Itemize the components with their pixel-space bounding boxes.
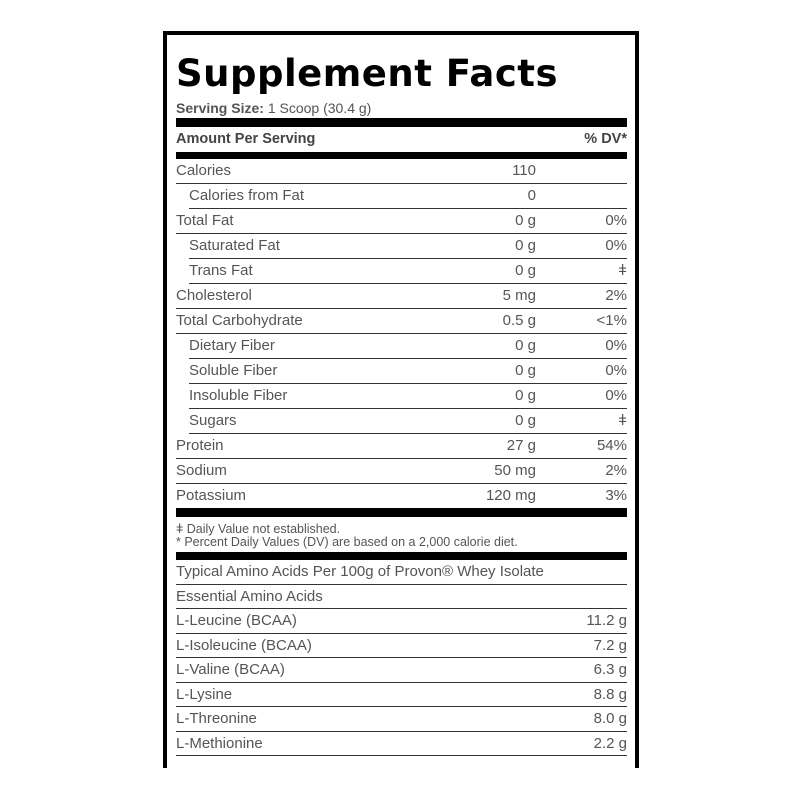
nutrient-row: Total Carbohydrate 0.5 g <1%: [176, 309, 627, 334]
thick-divider: [176, 552, 627, 560]
nutrient-amount: 0 g: [515, 262, 536, 279]
amino-row: L-Valine (BCAA) 6.3 g: [176, 658, 627, 683]
nutrient-amount: 0: [527, 187, 536, 204]
nutrient-amount: 0 g: [515, 212, 536, 229]
amino-row: L-Lysine 8.8 g: [176, 683, 627, 707]
nutrient-amount: 50 mg: [494, 462, 536, 479]
nutrient-row: Protein 27 g 54%: [176, 434, 627, 459]
amino-amount: 8.8 g: [593, 685, 627, 703]
nutrient-dv: 2%: [605, 462, 627, 479]
amino-amount: 6.3 g: [593, 661, 627, 678]
serving-size: Serving Size: 1 Scoop (30.4 g): [176, 98, 627, 118]
nutrient-name: Total Carbohydrate: [176, 312, 303, 329]
amino-amount: 8.0 g: [593, 710, 627, 727]
amino-name: L-Leucine (BCAA): [176, 612, 297, 629]
nutrient-amount: 0.5 g: [502, 312, 536, 329]
label-title: Supplement Facts: [176, 52, 559, 95]
nutrient-list: Calories 110 Calories from Fat 0 Total Fat 0 …: [176, 159, 627, 508]
footnotes: ǂ Daily Value not established. * Percent…: [176, 517, 627, 552]
thick-divider: [176, 508, 627, 517]
serving-size-value: 1 Scoop (30.4 g): [267, 100, 372, 116]
nutrient-row: Total Fat 0 g 0%: [176, 209, 627, 234]
nutrient-row: Calories 110: [176, 159, 627, 184]
nutrient-name: Calories: [176, 162, 232, 179]
nutrient-name: Soluble Fiber: [189, 362, 278, 379]
amino-list: L-Leucine (BCAA) 11.2 g L-Isoleucine (BCAA…: [176, 609, 627, 756]
nutrient-name: Calories from Fat: [189, 187, 305, 204]
footnote-not-established: ǂ Daily Value not established.: [176, 522, 341, 536]
amino-name: L-Threonine: [176, 710, 257, 727]
nutrient-amount: 0 g: [515, 237, 536, 254]
nutrient-amount: 120 mg: [485, 487, 536, 504]
nutrient-row: Dietary Fiber 0 g 0%: [189, 334, 627, 359]
nutrient-name: Insoluble Fiber: [189, 387, 288, 404]
amino-heading: Typical Amino Acids Per 100g of Provon® …: [176, 560, 627, 585]
nutrient-row: Trans Fat 0 g ǂ: [189, 259, 627, 284]
nutrient-name: Dietary Fiber: [189, 337, 275, 354]
nutrient-dv: 54%: [596, 437, 627, 454]
amino-name: L-Isoleucine (BCAA): [176, 636, 312, 654]
amino-row: L-Methionine 2.2 g: [176, 732, 627, 756]
nutrient-amount: 27 g: [506, 437, 536, 454]
nutrient-amount: 110: [512, 162, 536, 179]
amino-subheading: Essential Amino Acids: [176, 585, 627, 609]
nutrient-row: Sodium 50 mg 2%: [176, 459, 627, 484]
footnote-daily-values: * Percent Daily Values (DV) are based on…: [176, 535, 518, 549]
thick-divider: [176, 118, 627, 127]
nutrient-amount: 0 g: [515, 412, 536, 429]
nutrient-row: Insoluble Fiber 0 g 0%: [189, 384, 627, 409]
nutrient-dv: 0%: [605, 362, 627, 379]
amount-header: Amount Per Serving % DV*: [176, 127, 627, 152]
nutrient-dv: 0%: [605, 337, 627, 354]
amino-row: L-Isoleucine (BCAA) 7.2 g: [176, 634, 627, 658]
nutrient-name: Protein: [176, 437, 224, 454]
amino-row: L-Threonine 8.0 g: [176, 707, 627, 732]
nutrient-name: Total Fat: [176, 212, 234, 229]
nutrient-row: Soluble Fiber 0 g 0%: [189, 359, 627, 384]
nutrient-dv: ǂ: [618, 262, 627, 279]
nutrient-dv: 0%: [605, 237, 627, 254]
nutrient-dv: 0%: [605, 212, 627, 229]
nutrient-row: Saturated Fat 0 g 0%: [189, 234, 627, 259]
amino-name: L-Lysine: [176, 685, 233, 703]
nutrient-row: Sugars 0 g ǂ: [189, 409, 627, 434]
amino-row: L-Leucine (BCAA) 11.2 g: [176, 609, 627, 634]
dv-header: % DV*: [584, 131, 627, 147]
amino-amount: 7.2 g: [593, 636, 627, 654]
amount-per-serving-label: Amount Per Serving: [176, 131, 316, 147]
nutrient-row: Potassium 120 mg 3%: [176, 484, 627, 508]
nutrient-dv: <1%: [596, 312, 627, 329]
nutrient-dv: 3%: [605, 487, 627, 504]
nutrient-name: Sodium: [176, 462, 227, 479]
thick-divider: [176, 152, 627, 159]
nutrient-dv: ǂ: [618, 412, 627, 429]
amino-name: L-Methionine: [176, 734, 263, 752]
serving-size-label: Serving Size:: [176, 100, 264, 116]
nutrient-dv: 0%: [605, 387, 627, 404]
nutrient-row: Cholesterol 5 mg 2%: [176, 284, 627, 309]
nutrient-name: Potassium: [176, 487, 247, 504]
nutrient-amount: 0 g: [515, 362, 536, 379]
amino-name: L-Valine (BCAA): [176, 661, 285, 678]
nutrient-name: Cholesterol: [176, 287, 252, 304]
nutrient-amount: 0 g: [515, 337, 536, 354]
nutrient-name: Saturated Fat: [189, 237, 280, 254]
nutrient-dv: 2%: [605, 287, 627, 304]
amino-amount: 2.2 g: [593, 734, 627, 752]
nutrient-name: Trans Fat: [189, 262, 253, 279]
nutrient-amount: 5 mg: [502, 287, 536, 304]
nutrient-name: Sugars: [189, 412, 237, 429]
nutrient-amount: 0 g: [515, 387, 536, 404]
supplement-facts-label: Supplement Facts Serving Size: 1 Scoop (…: [163, 31, 639, 768]
amino-amount: 11.2 g: [586, 612, 627, 629]
nutrient-row: Calories from Fat 0: [189, 184, 627, 209]
